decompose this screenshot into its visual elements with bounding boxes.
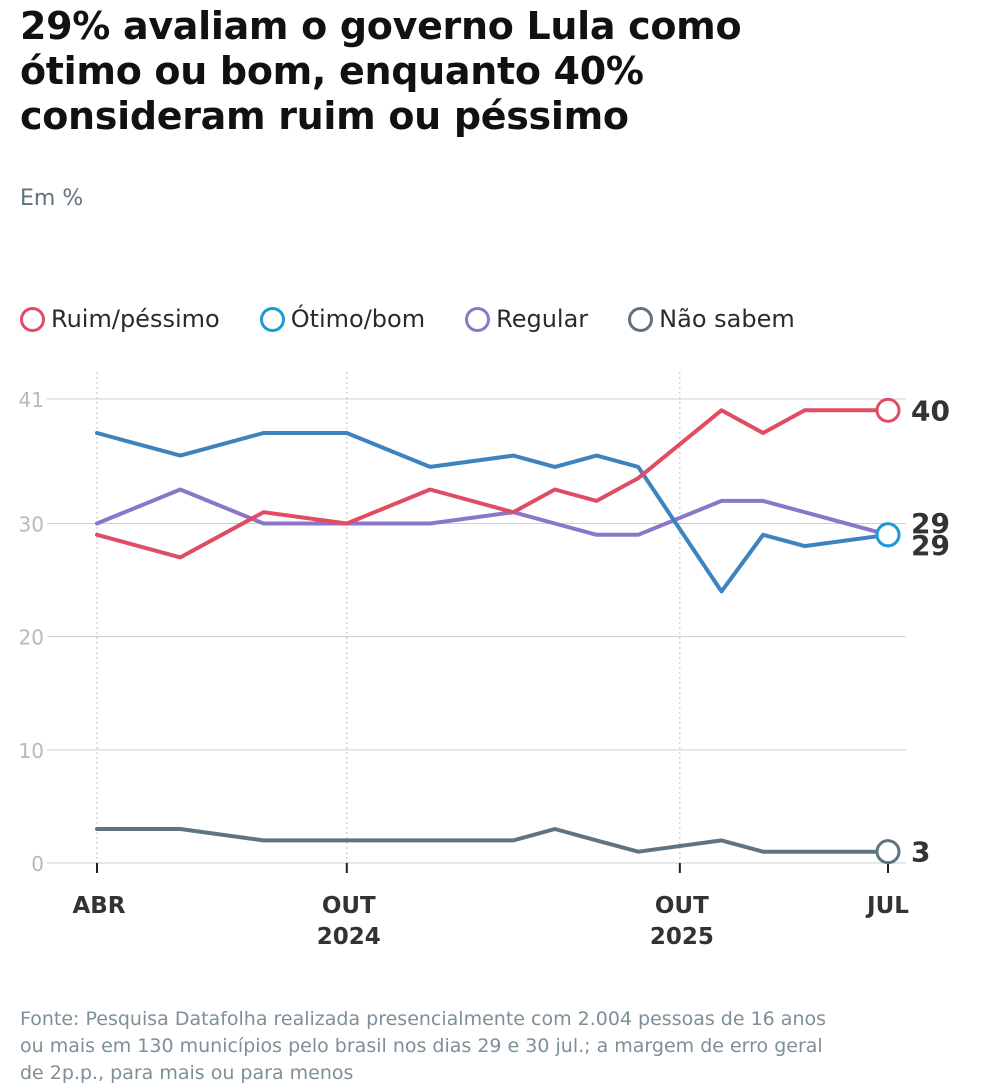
legend-marker-ruim-pessimo — [20, 306, 45, 332]
series-end-marker — [875, 522, 901, 548]
x-tick-label: JUL — [865, 893, 909, 919]
x-tick-label: 2024 — [317, 924, 381, 950]
series-line-n-o-sabem — [95, 827, 890, 854]
series-line-ruim-p-ssimo — [95, 408, 890, 560]
chart-title-line: ótimo ou bom, enquanto 40% — [20, 49, 644, 93]
x-tick-label: OUT — [322, 893, 376, 919]
y-tick-label: 0 — [31, 852, 44, 876]
legend: Ruim/péssimo Ótimo/bom Regular Não sabem — [20, 302, 835, 336]
x-tick-label: ABR — [72, 893, 125, 919]
y-tick-label: 41 — [19, 388, 44, 412]
source-note: Fonte: Pesquisa Datafolha realizada pres… — [20, 1006, 950, 1087]
x-tick-label: OUT — [655, 893, 709, 919]
chart-title-line: 29% avaliam o governo Lula como — [20, 4, 742, 48]
series-end-label: 40 — [911, 394, 950, 427]
source-line: Fonte: Pesquisa Datafolha realizada pres… — [20, 1008, 827, 1030]
source-line: ou mais em 130 municípios pelo brasil no… — [20, 1035, 823, 1057]
legend-label: Regular — [496, 305, 589, 333]
chart-subtitle: Em % — [20, 186, 84, 211]
chart-title-line: consideram ruim ou péssimo — [20, 94, 629, 138]
legend-label: Ótimo/bom — [290, 305, 426, 333]
legend-item-otimo-bom: Ótimo/bom — [259, 305, 426, 333]
series-end-label: 29 — [911, 507, 950, 540]
legend-marker-otimo-bom — [259, 306, 285, 332]
series-end-label: 29 — [911, 529, 950, 562]
legend-item-nao-sabem: Não sabem — [628, 305, 795, 333]
series-line-regular — [95, 487, 890, 537]
y-tick-label: 30 — [19, 512, 44, 536]
legend-item-ruim-pessimo: Ruim/péssimo — [20, 305, 220, 333]
series-end-label: 3 — [911, 836, 930, 869]
x-tick-label: 2025 — [650, 924, 714, 950]
legend-marker-regular — [465, 306, 491, 332]
legend-label: Não sabem — [659, 305, 795, 333]
legend-item-regular: Regular — [465, 305, 588, 333]
legend-marker-nao-sabem — [628, 306, 654, 332]
source-line: de 2p.p., para mais ou para menos — [20, 1062, 354, 1084]
series-end-marker — [875, 397, 901, 423]
y-tick-label: 10 — [19, 739, 44, 763]
chart-title: 29% avaliam o governo Lula como ótimo ou… — [20, 4, 960, 139]
series-line--timo-bom — [95, 431, 890, 594]
legend-label: Ruim/péssimo — [51, 305, 220, 333]
y-tick-label: 20 — [19, 626, 44, 650]
series-end-marker — [875, 839, 901, 865]
